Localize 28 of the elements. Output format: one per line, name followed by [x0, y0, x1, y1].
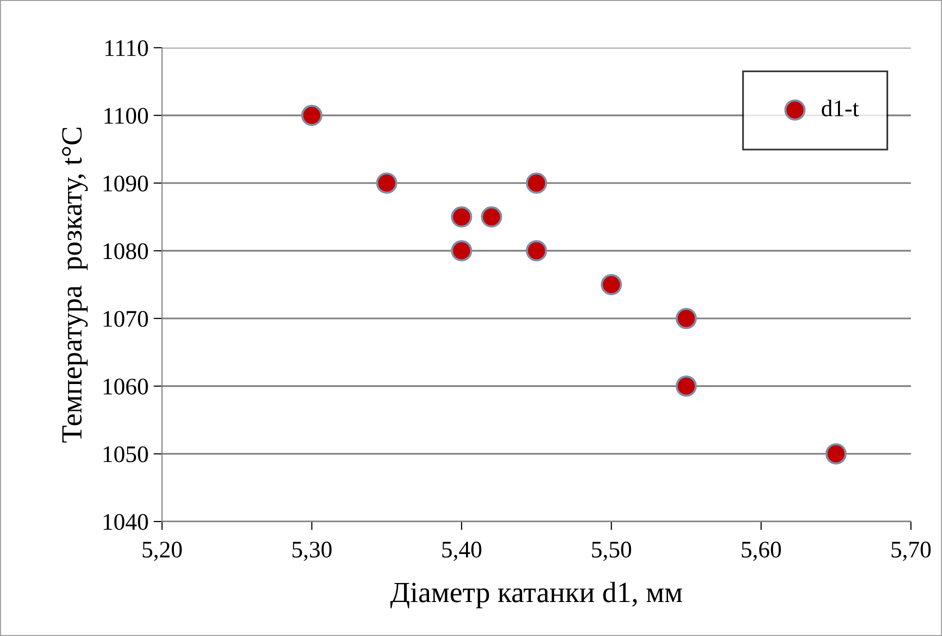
y-tick-label: 1090	[104, 176, 148, 192]
y-tick-label: 1060	[104, 378, 148, 395]
x-tick-label: 5,50	[592, 542, 632, 561]
point	[301, 104, 322, 126]
point	[450, 206, 472, 228]
point	[450, 240, 472, 262]
y-tick-label: 1050	[104, 446, 148, 462]
x-tick-label: 5,20	[142, 542, 182, 561]
x-tick-label: 5,70	[892, 542, 931, 561]
point	[526, 240, 548, 262]
y-tick-label: 1100	[104, 108, 148, 124]
point	[676, 308, 697, 330]
point	[600, 274, 622, 296]
x-tick-label: 5,40	[442, 542, 482, 561]
y-tick-label: 1110	[105, 40, 148, 56]
x-tick-label: 5,60	[742, 542, 781, 561]
point	[825, 443, 847, 464]
legend-label: d1-t	[822, 100, 859, 116]
x-axis-title: Діаметр катанки d1, мм	[390, 582, 682, 608]
point	[376, 172, 398, 194]
y-axis-title: Температура розкату, t°C	[62, 128, 88, 443]
point	[676, 376, 697, 397]
x-tick-label: 5,30	[292, 542, 332, 561]
y-tick-label: 1070	[104, 310, 148, 327]
y-tick-label: 1040	[104, 514, 148, 530]
point	[526, 172, 548, 194]
point	[480, 206, 502, 228]
y-tick-label: 1080	[104, 243, 148, 260]
